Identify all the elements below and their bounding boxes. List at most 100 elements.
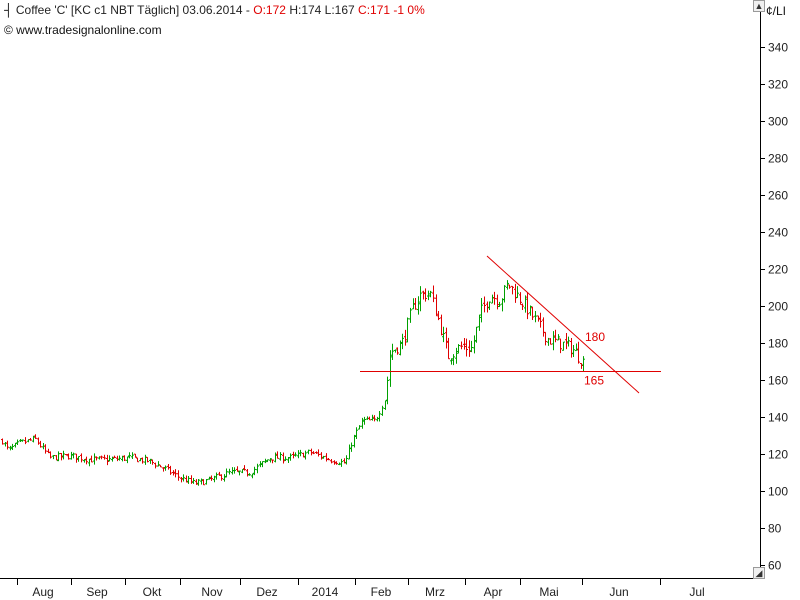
ohlc-bar (478, 314, 481, 331)
ohlc-bar (264, 458, 267, 464)
ohlc-bar (371, 414, 374, 421)
ohlc-bar (77, 456, 80, 462)
ohlc-bar (65, 454, 68, 456)
ohlc-bar (39, 440, 42, 448)
ohlc-bar (432, 285, 435, 303)
ohlc-bar (210, 475, 213, 481)
ohlc-bar (552, 331, 555, 351)
ohlc-bar (519, 292, 522, 305)
ohlc-bar (279, 452, 282, 461)
ohlc-bar (445, 327, 448, 349)
ohlc-bar (284, 456, 287, 462)
ohlc-bar (427, 290, 430, 301)
ohlc-bar (261, 461, 264, 468)
ohlc-bar (320, 452, 323, 460)
x-tick-label: Feb (371, 585, 392, 599)
ohlc-bar (312, 451, 315, 455)
ohlc-bar (70, 451, 73, 460)
ohlc-bar (378, 411, 381, 422)
ohlc-bar (322, 455, 325, 459)
y-tick-label: 240 (768, 226, 788, 240)
ohlc-bar (9, 445, 12, 451)
ohlc-bar (488, 301, 491, 311)
ohlc-bar (521, 303, 524, 310)
x-tick-label: Aug (32, 585, 53, 599)
ohlc-bar (248, 473, 251, 476)
ohlc-bar-icon: ┤ (4, 3, 13, 17)
ohlc-bar (406, 317, 409, 343)
ohlc-bar (253, 466, 256, 476)
y-tick-label: 140 (768, 411, 788, 425)
ohlc-bar (88, 458, 91, 467)
ohlc-bar (49, 451, 52, 459)
ohlc-bar (141, 457, 144, 464)
ohlc-bar (537, 315, 540, 322)
ohlc-bar (195, 479, 198, 485)
ohlc-bar (182, 474, 185, 482)
ohlc-bar (197, 478, 200, 486)
ohlc-bar (134, 453, 137, 458)
ohlc-bar (90, 455, 93, 463)
ohlc-bar (299, 449, 302, 457)
ohlc-bar (486, 301, 489, 313)
x-tick-label: 2014 (312, 585, 339, 599)
y-tick-label: 60 (768, 559, 782, 573)
support-label: 165 (584, 374, 604, 388)
ohlc-bar (162, 467, 165, 472)
x-tick-label: Okt (143, 585, 162, 599)
y-tick-label: 280 (768, 152, 788, 166)
ohlc-bar (450, 358, 453, 365)
ohlc-bar (506, 280, 509, 290)
ohlc-bar (16, 439, 19, 446)
ohlc-bar (575, 343, 578, 352)
ohlc-bar (259, 461, 262, 468)
ohlc-bar (330, 459, 333, 464)
ohlc-bar (350, 442, 353, 452)
ohlc-bar (455, 347, 458, 364)
ohlc-bar (570, 337, 573, 358)
ohlc-bar (465, 338, 468, 357)
ohlc-bar (164, 465, 167, 471)
ohlc-bar (282, 452, 285, 464)
resize-grip-icon[interactable]: ◢ (753, 567, 765, 579)
ohlc-bar (333, 460, 336, 465)
ohlc-bar (353, 434, 356, 448)
open-value: O:172 (253, 3, 286, 17)
ohlc-bar (208, 476, 211, 480)
ohlc-bar (159, 464, 162, 468)
ohlc-bar (557, 334, 560, 341)
ohlc-bar (480, 297, 483, 323)
ohlc-bar (483, 296, 486, 313)
y-tick-label: 100 (768, 485, 788, 499)
ohlc-bar (348, 444, 351, 460)
ohlc-bar (131, 452, 134, 460)
ohlc-bar (167, 463, 170, 470)
ohlc-bar (327, 458, 330, 461)
ohlc-bar (345, 455, 348, 465)
y-tick-label: 220 (768, 263, 788, 277)
ohlc-bar (144, 454, 147, 465)
ohlc-bar (215, 472, 218, 480)
ohlc-bar (562, 341, 565, 351)
ohlc-bar (205, 478, 208, 485)
ohlc-bar (304, 450, 307, 460)
ohlc-bar (457, 344, 460, 354)
scroll-up-icon[interactable]: ▲ (753, 0, 765, 12)
ohlc-bar (225, 468, 228, 478)
ohlc-bar (414, 298, 417, 310)
ohlc-bar (11, 443, 14, 451)
ohlc-bar (228, 468, 231, 475)
ohlc-bar (358, 425, 361, 430)
ohlc-bar (526, 292, 529, 320)
ohlc-bar (496, 294, 499, 310)
ohlc-bar (100, 455, 103, 460)
ohlc-bar (6, 440, 9, 450)
ohlc-bar (80, 453, 83, 463)
ohlc-bar (409, 307, 412, 323)
chart-header: ┤ Coffee 'C' [KC c1 NBT Täglich] 03.06.2… (4, 3, 425, 17)
ohlc-bar (128, 452, 131, 459)
y-tick-label: 340 (768, 41, 788, 55)
ohlc-bar (123, 455, 126, 462)
ohlc-bar (187, 476, 190, 484)
ohlc-bar (531, 306, 534, 320)
